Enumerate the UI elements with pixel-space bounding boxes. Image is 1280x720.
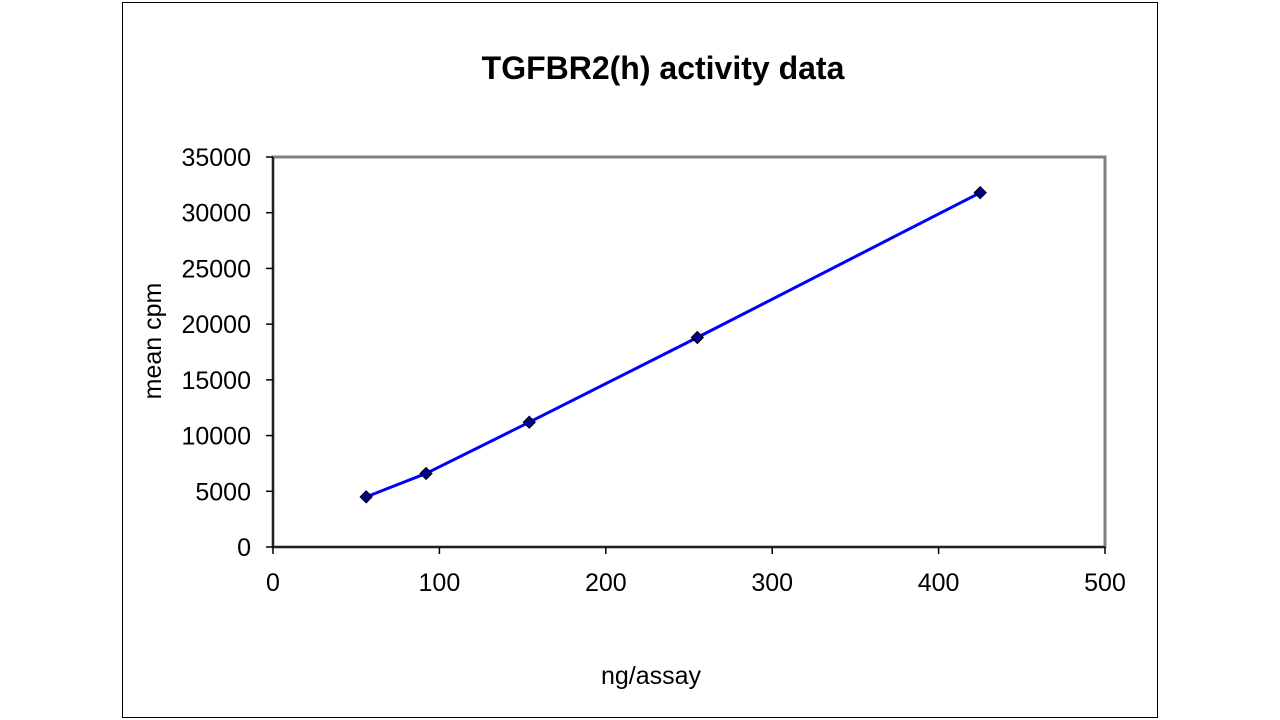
- data-point: [973, 185, 987, 200]
- y-tick-label: 15000: [181, 367, 251, 395]
- y-tick-label: 30000: [181, 200, 251, 228]
- data-point: [359, 490, 373, 504]
- x-axis-title: ng/assay: [601, 662, 702, 690]
- x-tick-label: 200: [585, 569, 627, 597]
- y-tick-label: 25000: [181, 255, 251, 283]
- y-tick-label: 10000: [181, 423, 251, 451]
- x-tick-label: 400: [918, 569, 960, 597]
- data-point: [690, 330, 705, 345]
- y-tick-label: 20000: [181, 311, 251, 339]
- y-tick-label: 0: [237, 534, 251, 562]
- data-point: [419, 466, 433, 481]
- y-tick-label: 35000: [181, 144, 251, 172]
- data-point: [522, 415, 536, 429]
- x-tick-label: 100: [419, 569, 461, 597]
- y-axis: 0 5000 10000 15000 20000 25000 30000 35000: [181, 144, 274, 562]
- line-chart: TGFBR2(h) activity data 0 100 200 300 400 500…: [139, 50, 1126, 690]
- marker-layer: [359, 185, 987, 504]
- plot-area: [271, 155, 1107, 549]
- x-tick-label: 500: [1084, 569, 1126, 597]
- x-tick-label: 300: [751, 569, 793, 597]
- x-axis: 0 100 200 300 400 500: [266, 546, 1126, 597]
- y-axis-title: mean cpm: [139, 283, 167, 400]
- y-tick-label: 5000: [195, 478, 251, 506]
- x-tick-label: 0: [266, 569, 280, 597]
- chart-title: TGFBR2(h) activity data: [482, 50, 845, 86]
- chart-frame: TGFBR2(h) activity data 0 100 200 300 400 500…: [122, 2, 1158, 718]
